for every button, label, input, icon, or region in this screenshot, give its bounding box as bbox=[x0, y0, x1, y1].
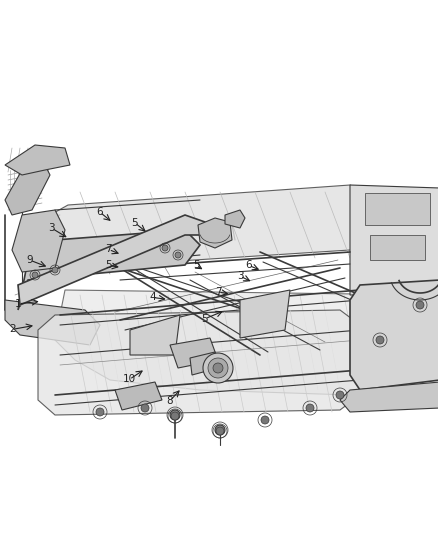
Text: 5: 5 bbox=[105, 261, 112, 270]
Circle shape bbox=[216, 427, 224, 435]
Circle shape bbox=[162, 245, 168, 251]
Polygon shape bbox=[225, 210, 245, 228]
Circle shape bbox=[208, 358, 228, 378]
Text: 5: 5 bbox=[193, 261, 200, 270]
Polygon shape bbox=[115, 382, 162, 410]
Polygon shape bbox=[5, 300, 100, 345]
Polygon shape bbox=[38, 310, 360, 415]
Circle shape bbox=[213, 363, 223, 373]
Polygon shape bbox=[5, 145, 70, 175]
Circle shape bbox=[175, 252, 181, 258]
Polygon shape bbox=[190, 352, 218, 375]
Text: 5: 5 bbox=[201, 314, 208, 324]
Polygon shape bbox=[55, 290, 438, 395]
Text: 8: 8 bbox=[166, 396, 173, 406]
Circle shape bbox=[32, 272, 38, 278]
Text: 3: 3 bbox=[48, 223, 55, 233]
Circle shape bbox=[416, 301, 424, 309]
Text: 5: 5 bbox=[131, 218, 138, 228]
Polygon shape bbox=[5, 165, 50, 215]
Circle shape bbox=[203, 353, 233, 383]
Text: 6: 6 bbox=[245, 261, 252, 270]
Circle shape bbox=[306, 404, 314, 412]
Polygon shape bbox=[50, 185, 385, 268]
Circle shape bbox=[52, 267, 58, 273]
Polygon shape bbox=[370, 235, 425, 260]
Text: 3: 3 bbox=[237, 271, 244, 281]
Circle shape bbox=[96, 408, 104, 416]
Text: 2: 2 bbox=[9, 325, 16, 334]
Polygon shape bbox=[340, 382, 438, 412]
Circle shape bbox=[141, 404, 149, 412]
Polygon shape bbox=[365, 193, 430, 225]
Polygon shape bbox=[350, 280, 438, 390]
Text: 7: 7 bbox=[105, 245, 112, 254]
Circle shape bbox=[336, 391, 344, 399]
Polygon shape bbox=[12, 210, 65, 272]
Text: 4: 4 bbox=[149, 293, 156, 302]
Circle shape bbox=[261, 416, 269, 424]
Text: 7: 7 bbox=[215, 287, 222, 297]
Polygon shape bbox=[198, 218, 232, 248]
Polygon shape bbox=[170, 338, 218, 368]
Polygon shape bbox=[18, 230, 200, 310]
Circle shape bbox=[376, 336, 384, 344]
Text: 9: 9 bbox=[26, 255, 33, 265]
Polygon shape bbox=[240, 290, 290, 338]
Polygon shape bbox=[18, 215, 205, 305]
Circle shape bbox=[170, 410, 180, 420]
Text: 1: 1 bbox=[15, 299, 22, 309]
Circle shape bbox=[171, 412, 179, 420]
Text: 10: 10 bbox=[123, 375, 136, 384]
Polygon shape bbox=[130, 315, 180, 355]
Polygon shape bbox=[350, 185, 438, 295]
Circle shape bbox=[215, 425, 225, 435]
Text: 6: 6 bbox=[96, 207, 103, 217]
